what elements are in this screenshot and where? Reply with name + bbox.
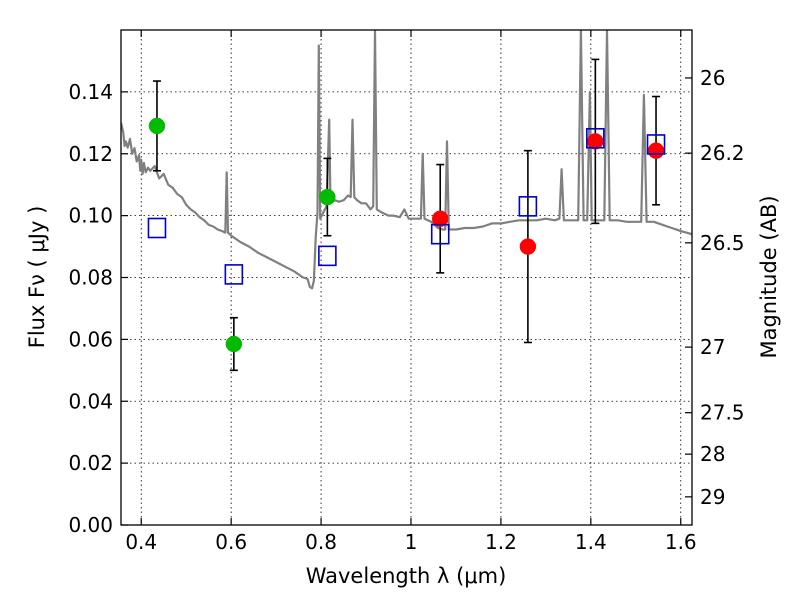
x-tick-label: 1.4: [575, 530, 607, 554]
y2-tick-label: 29: [700, 485, 725, 509]
photometry-point: [431, 210, 449, 227]
spectrum-line: [121, 30, 692, 290]
x-tick-label: 0.6: [215, 530, 247, 554]
y2-tick-label: 26.2: [700, 141, 745, 165]
photometry-square: [518, 196, 538, 217]
y2-tick-label: 27.5: [700, 401, 745, 425]
x-tick-label: 0.4: [125, 530, 157, 554]
x-tick-label: 1.6: [665, 530, 697, 554]
y-tick-label: 0.06: [68, 327, 113, 351]
photometry-point: [319, 188, 336, 206]
data-markers: [147, 58, 666, 372]
photometry-point: [519, 238, 537, 255]
y2-tick-label: 28: [700, 442, 725, 466]
y2-tick-label: 26.5: [700, 231, 745, 255]
x-tick-label: 0.8: [305, 530, 337, 554]
grid-lines: [121, 30, 692, 526]
y-tick-label: 0.14: [68, 80, 113, 104]
y2-axis-title: Magnitude (AB): [757, 195, 781, 358]
photometry-square: [586, 127, 605, 149]
y2-tick-label: 26: [700, 66, 725, 90]
x-tick-label: 1: [405, 530, 418, 554]
photometry-point: [647, 142, 665, 159]
y2-tick-label: 27: [700, 335, 725, 359]
y-tick-label: 0.04: [68, 389, 113, 413]
x-axis-title: Wavelength λ (μm): [306, 564, 507, 588]
y-tick-label: 0.10: [68, 204, 113, 228]
photometry-square: [224, 264, 244, 285]
photometry-point: [587, 133, 604, 150]
y-tick-label: 0.12: [68, 142, 113, 166]
photometry-square: [646, 134, 666, 155]
x-tick-label: 1.2: [485, 530, 517, 554]
model-spectrum: [121, 30, 692, 290]
photometry-point: [148, 117, 166, 135]
photometry-square: [147, 217, 167, 239]
photometry-square: [430, 223, 450, 245]
y-tick-label: 0.08: [68, 266, 113, 290]
photometry-point: [225, 335, 243, 353]
y-tick-label: 0.00: [68, 513, 113, 537]
photometry-square: [318, 245, 337, 267]
y-axis-title: Flux Fν ( μJy ): [25, 206, 49, 349]
axis-ticks: 0.4 0.6 0.8 1 1.2 1.4 1.6 0.00 0.02 0.04 0.06 0.08 0…: [68, 30, 745, 554]
y-tick-label: 0.02: [68, 451, 113, 475]
